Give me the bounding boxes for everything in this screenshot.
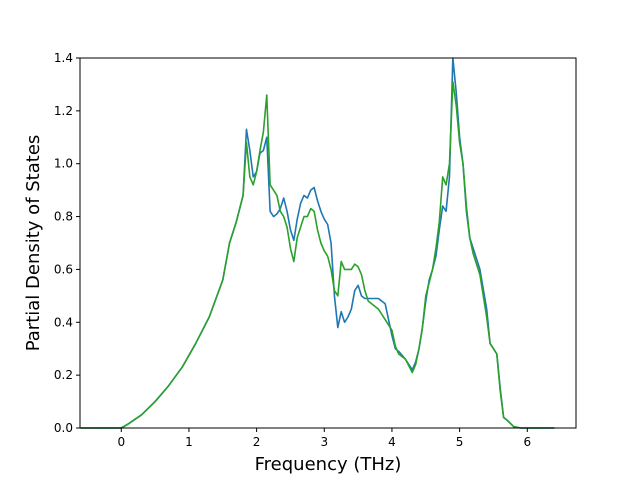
x-tick-label: 2	[253, 435, 261, 449]
y-tick-label: 1.2	[54, 104, 73, 118]
y-tick-label: 0.4	[54, 315, 73, 329]
x-tick-label: 5	[456, 435, 464, 449]
y-tick-label: 0.0	[54, 421, 73, 435]
y-tick-label: 0.8	[54, 210, 73, 224]
y-axis: 0.0 0.2 0.4 0.6 0.8 1.0 1.2 1.4	[54, 51, 80, 435]
x-axis-label: Frequency (THz)	[255, 454, 402, 475]
x-tick-label: 6	[523, 435, 531, 449]
x-tick-label: 3	[320, 435, 328, 449]
y-tick-label: 0.6	[54, 262, 73, 276]
y-axis-label: Partial Density of States	[23, 135, 44, 352]
y-tick-label: 0.2	[54, 368, 73, 382]
series-line-2	[80, 80, 555, 429]
x-axis: 0 1 2 3 4 5 6	[117, 428, 531, 449]
y-tick-label: 1.4	[54, 51, 73, 65]
x-tick-label: 1	[185, 435, 193, 449]
x-tick-label: 4	[388, 435, 396, 449]
y-tick-label: 1.0	[54, 157, 73, 171]
x-tick-label: 0	[117, 435, 125, 449]
series-layer	[80, 57, 555, 429]
plot-frame	[79, 57, 577, 429]
